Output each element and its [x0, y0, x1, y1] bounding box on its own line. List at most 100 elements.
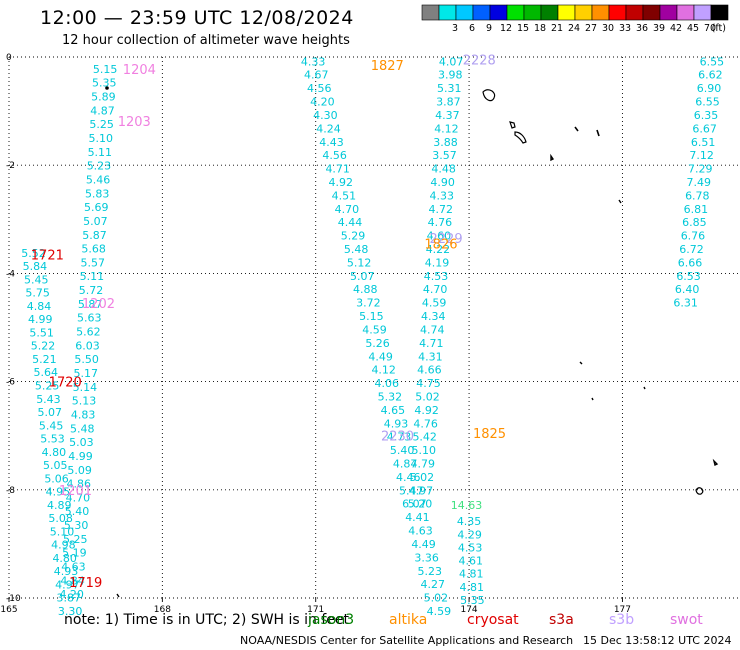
colorbar-tick-label: 42 [670, 23, 682, 34]
wave-height-value: 4.56 [322, 149, 347, 162]
wave-height-value: 4.71 [419, 337, 444, 350]
wave-height-value: 6.40 [675, 283, 700, 296]
pass-time-label: 1202 [82, 297, 115, 312]
wave-height-value: 4.41 [405, 511, 430, 524]
colorbar-swatch [574, 4, 593, 21]
wave-height-value: 3.87 [436, 96, 461, 109]
wave-height-value: 4.86 [66, 478, 91, 491]
credit-line: NOAA/NESDIS Center for Satellite Applica… [240, 634, 574, 647]
wave-height-value: 3.98 [438, 69, 463, 82]
wave-height-value: 5.75 [25, 287, 50, 300]
wave-height-value: 4.74 [420, 323, 445, 336]
wave-height-value: 4.88 [353, 283, 378, 296]
wave-height-value: 4.92 [329, 176, 354, 189]
wave-height-value: 4.71 [325, 163, 350, 176]
wave-height-value: 4.49 [411, 538, 436, 551]
wave-height-value: 4.92 [414, 404, 439, 417]
colorbar-tick-label: 33 [619, 23, 631, 34]
wave-height-value: 4.37 [435, 109, 460, 122]
wave-height-value: 4.84 [27, 300, 52, 313]
wave-height-value: 5.20 [408, 498, 433, 511]
pass-time-label: 2230 [381, 430, 414, 445]
wave-height-value: 5.48 [70, 422, 95, 435]
colorbar-swatch [489, 4, 508, 21]
wave-height-value: 4.19 [425, 256, 450, 269]
wave-height-value: 6.81 [684, 203, 709, 216]
pass-time-label: 1203 [118, 115, 151, 130]
pass-time-label: 2229 [430, 232, 463, 247]
wave-height-value: 5.46 [86, 173, 111, 186]
wave-height-value: 6.07 [402, 498, 427, 511]
wave-height-value: 4.72 [429, 203, 454, 216]
x-tick-label: 171 [307, 605, 324, 615]
wave-height-value: 5.43 [36, 393, 61, 406]
x-tick-label: 165 [0, 605, 17, 615]
wave-height-value: 4.46 [396, 471, 421, 484]
wave-height-value: 5.63 [77, 312, 102, 325]
wave-height-value: 5.02 [415, 390, 440, 403]
generated-timestamp: 15 Dec 13:58:12 UTC 2024 [583, 634, 732, 647]
y-tick-label: -4 [6, 269, 15, 279]
colorbar-tick-label: 3 [452, 23, 458, 34]
grid: 1651681711741770-2-4-6-8-10 [0, 53, 740, 615]
colorbar-swatch [710, 4, 729, 21]
wave-height-value: 4.59 [362, 323, 387, 336]
wave-height-value: 5.45 [39, 419, 64, 432]
wave-height-value: 5.10 [88, 132, 113, 145]
wave-height-value: 5.30 [64, 519, 89, 532]
wave-height-value: 5.40 [390, 444, 415, 457]
wave-height-value: 5.51 [29, 326, 54, 339]
wave-height-value: 4.87 [90, 104, 115, 117]
wave-height-value: 5.35 [460, 594, 485, 607]
wave-height-value: 5.57 [81, 256, 106, 269]
wave-height-value: 7.12 [689, 149, 714, 162]
wave-height-value: 5.11 [88, 146, 113, 159]
wave-height-value: 5.26 [365, 337, 390, 350]
colorbar-tick-label: 6 [469, 23, 475, 34]
wave-height-value: 5.84 [23, 260, 48, 273]
wave-height-value: 6.62 [698, 69, 723, 82]
wave-height-value: 4.31 [418, 350, 443, 363]
wave-height-value: 4.63 [408, 525, 433, 538]
colorbar-tick-label: 24 [568, 23, 580, 34]
wave-height-value: 6.55 [700, 55, 725, 68]
wave-height-value: 4.35 [457, 515, 482, 528]
wave-height-value: 5.31 [437, 82, 462, 95]
colorbar-tick-label: 36 [636, 23, 648, 34]
wave-height-value: 4.48 [431, 163, 456, 176]
wave-height-value: 4.43 [319, 136, 344, 149]
colorbar-unit: (ft) [712, 23, 726, 34]
wave-height-value: 4.79 [411, 458, 436, 471]
wave-height-value: 5.09 [67, 464, 92, 477]
wave-height-value: 4.81 [460, 581, 485, 594]
wave-height-value: 4.95 [46, 486, 71, 499]
wave-height-value: 3.72 [356, 297, 381, 310]
y-tick-label: -10 [6, 594, 21, 604]
colorbar-tick-label: 12 [500, 23, 512, 34]
wave-height-value: 4.12 [434, 122, 459, 135]
wave-height-value: 5.07 [38, 406, 63, 419]
y-tick-label: -6 [6, 378, 15, 388]
y-tick-label: -8 [6, 486, 15, 496]
wave-height-value: 4.53 [424, 270, 449, 283]
wave-height-value: 6.72 [679, 243, 704, 256]
page-title: 12:00 — 23:59 UTC 12/08/2024 [40, 7, 354, 29]
wave-height-value: 5.47 [399, 484, 424, 497]
wave-height-value: 5.50 [74, 353, 99, 366]
wave-height-value: 3.36 [414, 551, 439, 564]
footnote: note: 1) Time is in UTC; 2) SWH is in fe… [64, 612, 350, 628]
wave-height-value: 3.88 [433, 136, 458, 149]
wave-height-value: 3.30 [58, 605, 83, 618]
wave-height-value: 4.60 [427, 230, 452, 243]
pass-time-label: 1719 [69, 576, 102, 591]
colorbar-tick-label: 27 [585, 23, 597, 34]
wave-height-value: 6.76 [681, 230, 706, 243]
wave-height-value: 4.76 [413, 417, 438, 430]
wave-height-value: 5.08 [48, 512, 73, 525]
colorbar-tick-label: 18 [534, 23, 546, 34]
wave-height-value: 4.63 [61, 561, 86, 574]
wave-height-value: 6.85 [682, 216, 707, 229]
wave-height-value: 4.97 [55, 578, 80, 591]
wave-height-value: 5.32 [378, 390, 403, 403]
colorbar-swatch [421, 4, 440, 21]
